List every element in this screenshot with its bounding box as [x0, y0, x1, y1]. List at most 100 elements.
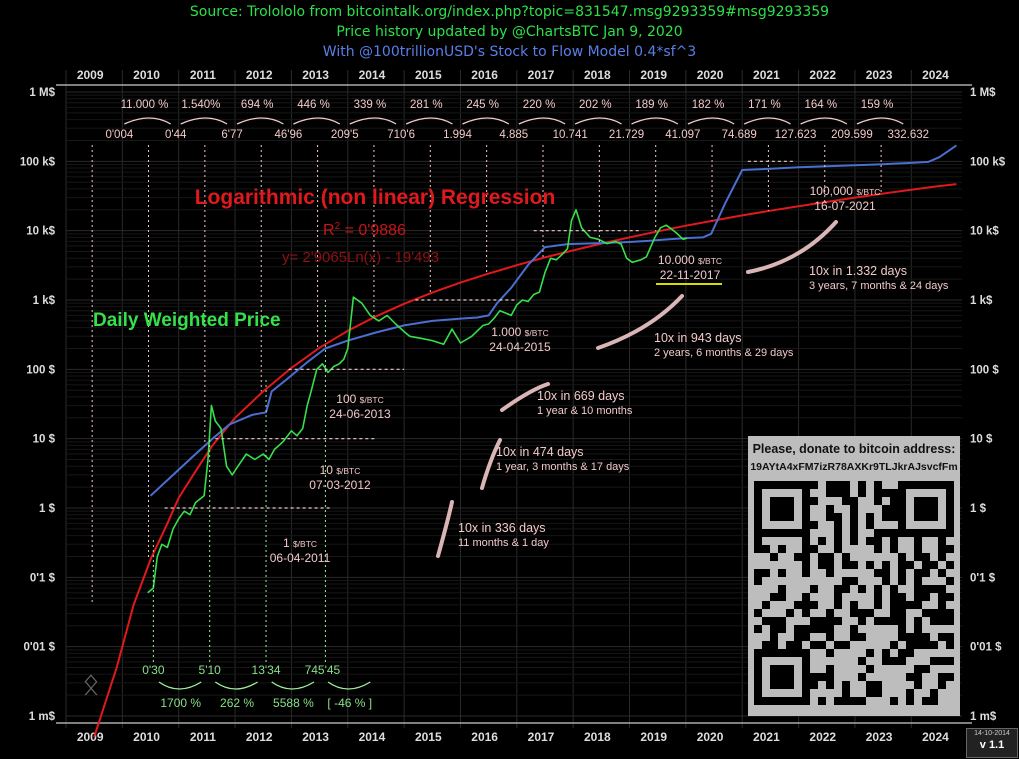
top-percent-label: 339 %	[354, 99, 387, 111]
x-tick-label-top: 2015	[415, 68, 442, 82]
x-tick-label-top: 2024	[922, 68, 949, 82]
y-tick-label-right: 1 m$	[970, 711, 997, 723]
top-percent-label: 220 %	[523, 99, 556, 111]
x-tick-label-bottom: 2022	[809, 730, 836, 744]
qr-module	[938, 633, 946, 641]
y-tick-label-left: 1 m$	[29, 711, 56, 723]
qr-module	[770, 625, 778, 633]
bottom-price-label: 745'45	[305, 663, 341, 677]
top-arrow	[800, 117, 848, 125]
qr-module	[778, 617, 786, 625]
y-tick-label-right: 10 $	[970, 434, 993, 446]
qr-module	[898, 561, 906, 569]
qr-module	[802, 593, 810, 601]
x-tick-label-top: 2021	[753, 68, 780, 82]
qr-module	[882, 561, 890, 569]
qr-module	[890, 585, 898, 593]
top-price-label: 4.885	[499, 129, 528, 141]
qr-module	[802, 561, 810, 569]
y-tick-label-left: 100 k$	[20, 156, 56, 168]
qr-module	[890, 529, 898, 537]
x-tick-label-top: 2011	[190, 68, 216, 82]
qr-module	[930, 641, 938, 649]
qr-module	[866, 521, 874, 529]
qr-module	[938, 553, 946, 561]
qr-module	[922, 609, 930, 617]
qr-module	[946, 673, 954, 681]
qr-module	[914, 681, 922, 689]
y-tick-label-left: 1 k$	[33, 295, 56, 307]
qr-module	[834, 641, 842, 649]
y-tick-label-right: 1 k$	[970, 295, 993, 307]
qr-module	[842, 641, 850, 649]
qr-module	[850, 529, 858, 537]
qr-module	[834, 585, 842, 593]
qr-module	[906, 633, 914, 641]
top-price-label: 209'5	[331, 129, 359, 141]
qr-module	[874, 537, 882, 545]
milestone-price: 10 $/BTC	[320, 463, 361, 477]
top-price-label: 46'96	[275, 129, 303, 141]
milestone-date: 06-04-2011	[270, 551, 331, 565]
qr-module	[842, 689, 850, 697]
qr-module	[930, 657, 938, 665]
qr-module	[914, 545, 922, 553]
qr-module	[778, 569, 786, 577]
y-tick-label-left: 10 k$	[26, 226, 55, 238]
qr-module	[906, 689, 914, 697]
qr-module	[810, 601, 818, 609]
qr-module	[930, 617, 938, 625]
period-title: 10x in 474 days	[496, 445, 584, 459]
milestone-price: 100 $/BTC	[336, 392, 383, 406]
period-title: 10x in 336 days	[458, 521, 546, 535]
period-arrow	[436, 500, 454, 558]
qr-module	[930, 689, 938, 697]
top-price-label: 10.741	[553, 129, 588, 141]
top-percent-label: 1.540%	[181, 99, 220, 111]
qr-module	[898, 609, 906, 617]
qr-module	[818, 537, 826, 545]
qr-module	[874, 529, 882, 537]
qr-module	[946, 617, 954, 625]
x-tick-label-bottom: 2024	[922, 730, 949, 744]
qr-module	[842, 697, 850, 705]
x-tick-label-bottom: 2011	[190, 730, 216, 744]
bitcoin-address[interactable]: 19AYtA4xFM7izR78AXKr9TLJkrAJsvcfFm	[750, 461, 958, 473]
qr-module	[890, 609, 898, 617]
qr-module	[938, 537, 946, 545]
x-tick-label-bottom: 2014	[359, 730, 386, 744]
qr-module	[850, 633, 858, 641]
qr-module	[850, 601, 858, 609]
top-arrow	[687, 117, 735, 125]
qr-module	[834, 521, 842, 529]
price-line	[147, 209, 688, 594]
x-tick-label-top: 2012	[246, 68, 273, 82]
milestone-price: 10.000 $/BTC	[658, 253, 722, 267]
qr-finder-core	[770, 665, 794, 689]
qr-module	[898, 657, 906, 665]
qr-module	[810, 617, 818, 625]
qr-module	[946, 657, 954, 665]
bottom-arrow	[271, 681, 315, 690]
qr-module	[770, 593, 778, 601]
qr-module	[922, 561, 930, 569]
qr-module	[850, 561, 858, 569]
qr-module	[810, 545, 818, 553]
milestone-price: 1 $/BTC	[283, 536, 317, 550]
qr-module	[834, 617, 842, 625]
qr-module	[826, 609, 834, 617]
qr-module	[874, 497, 882, 505]
qr-module	[762, 641, 770, 649]
qr-module	[882, 529, 890, 537]
qr-module	[794, 553, 802, 561]
qr-module	[794, 641, 802, 649]
qr-module	[754, 609, 762, 617]
period-arrow	[596, 294, 684, 350]
qr-module	[938, 593, 946, 601]
qr-module	[826, 553, 834, 561]
qr-module	[818, 561, 826, 569]
qr-module	[850, 521, 858, 529]
qr-module	[834, 593, 842, 601]
qr-module	[890, 505, 898, 513]
qr-module	[882, 489, 890, 497]
